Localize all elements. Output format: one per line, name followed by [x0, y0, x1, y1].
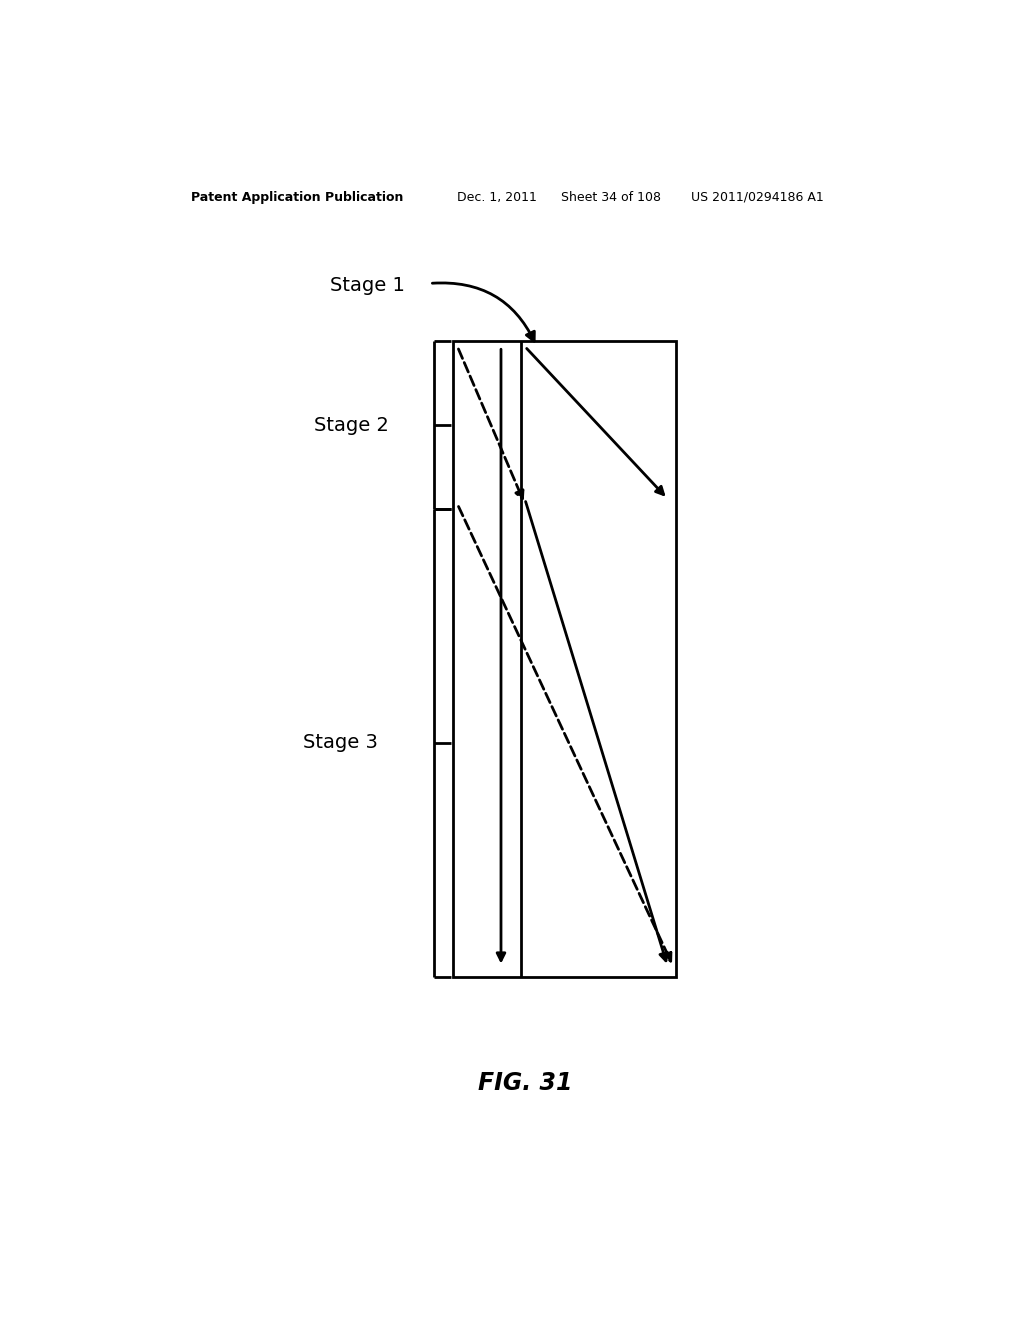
Text: Sheet 34 of 108: Sheet 34 of 108 [560, 190, 660, 203]
Bar [454, 342, 676, 977]
Text: Stage 3: Stage 3 [303, 734, 378, 752]
Text: Stage 1: Stage 1 [331, 276, 406, 294]
Text: US 2011/0294186 A1: US 2011/0294186 A1 [691, 190, 824, 203]
Text: FIG. 31: FIG. 31 [477, 1072, 572, 1096]
Text: Patent Application Publication: Patent Application Publication [191, 190, 403, 203]
Text: Dec. 1, 2011: Dec. 1, 2011 [458, 190, 538, 203]
Text: Stage 2: Stage 2 [314, 416, 389, 434]
